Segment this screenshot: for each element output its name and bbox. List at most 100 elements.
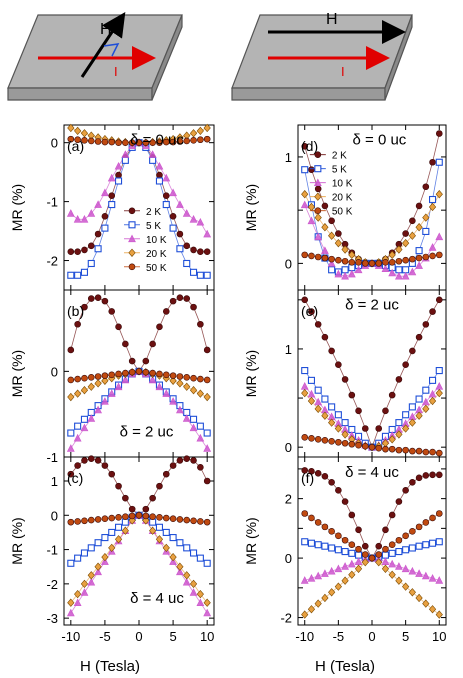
data-point-c-1 [67,559,75,567]
data-point-e-3 [428,396,437,406]
data-point-d-0 [415,202,423,210]
data-point-c-1 [196,554,204,562]
data-point-a-3 [203,123,211,133]
data-point-e-1 [334,411,342,419]
data-point-c-2 [176,567,184,576]
data-point-c-0 [183,455,191,463]
field-label-right: H [326,11,338,28]
data-point-a-2 [203,229,212,238]
data-point-e-1 [341,419,349,427]
data-point-f-4 [382,545,389,553]
y-tick-label-a: -1 [46,195,58,210]
data-point-b-1 [196,422,204,430]
data-point-b-4 [128,368,136,376]
data-point-b-3 [67,392,75,402]
data-point-c-0 [162,470,170,478]
data-point-f-4 [429,514,436,522]
data-point-d-2 [314,232,323,241]
data-point-b-2 [114,382,123,391]
data-point-d-4 [402,256,409,264]
data-point-c-4 [81,517,88,525]
data-point-f-2 [395,562,403,570]
data-point-e-0 [409,347,416,355]
data-point-e-0 [301,296,309,304]
x-tick-label-c: 10 [200,629,214,644]
data-point-a-2 [80,215,89,223]
data-point-e-4 [328,437,335,445]
x-tick-label-c: -10 [61,629,80,644]
data-point-a-0 [67,248,75,255]
data-point-f-3 [328,588,336,597]
data-point-b-3 [176,379,184,388]
data-point-d-4 [409,255,416,263]
data-point-f-0 [314,470,322,477]
data-point-a-3 [67,123,75,133]
data-point-a-4 [122,139,129,146]
y-tick-label-e: 1 [285,342,292,357]
data-point-c-3 [121,526,129,535]
data-point-a-2 [73,215,82,223]
data-point-b-2 [182,414,191,422]
legend-marker-d-1 [314,165,322,173]
data-point-a-0 [203,248,211,255]
data-point-b-0 [156,323,163,331]
data-point-e-3 [415,411,423,420]
data-point-e-4 [348,440,356,448]
data-point-a-4 [101,138,109,146]
data-point-b-4 [169,372,177,379]
data-point-f-2 [401,564,410,573]
data-point-b-2 [189,423,198,432]
data-point-e-0 [308,308,315,315]
data-point-f-3 [395,576,403,585]
data-point-f-4 [368,554,376,562]
data-point-f-0 [415,474,423,482]
data-point-f-3 [348,570,356,579]
data-point-a-0 [169,213,177,220]
data-point-b-0 [101,297,109,305]
y-tick-label-f: -2 [280,611,292,626]
plot-area-d: 1 0 MR (%) (d) δ = 0 uc 2 K 5 K 10 K 20 K 50 K [243,124,447,291]
data-point-c-1 [101,534,109,542]
data-point-e-4 [361,442,369,450]
data-point-e-3 [341,430,349,439]
data-point-d-0 [301,142,309,150]
data-point-d-4 [321,254,329,262]
data-point-e-4 [314,436,322,443]
panel-a: 0 -1 -2 MR (%) (a) δ = 0 uc 2 K 5 K 10 K 20 K 50 K [9,123,215,291]
data-point-f-4 [409,528,416,535]
data-point-f-3 [321,593,329,603]
data-point-e-1 [314,386,322,394]
data-point-d-3 [415,223,423,232]
data-point-b-2 [73,433,82,442]
data-point-c-3 [149,526,157,535]
data-point-f-3 [314,599,322,608]
data-point-e-4 [341,439,349,447]
data-point-f-1 [314,541,322,549]
data-point-a-1 [108,201,116,209]
data-point-e-4 [308,435,315,442]
data-point-a-0 [197,248,204,255]
panel-d: 1 0 MR (%) (d) δ = 0 uc 2 K 5 K 10 K 20 K 50 K [243,124,447,291]
data-point-d-4 [388,259,396,266]
data-point-b-4 [74,375,81,383]
data-point-a-2 [94,200,102,208]
data-point-c-2 [66,608,75,617]
data-point-a-4 [81,137,88,144]
data-point-a-2 [107,173,116,182]
data-point-a-4 [169,138,177,146]
data-point-e-1 [415,395,423,403]
data-point-f-1 [321,542,329,550]
panel-f: -10 -5 0 5 10 2 0 -2 MR (%) (f) δ = 4 uc [243,456,447,644]
data-point-c-0 [149,494,156,502]
data-point-d-2 [428,243,437,251]
data-point-a-1 [196,271,204,279]
data-point-b-0 [176,294,184,302]
data-point-b-2 [148,375,157,384]
data-point-e-0 [422,321,430,328]
data-point-f-0 [355,526,362,534]
data-point-c-0 [190,457,197,464]
data-point-f-2 [341,562,349,570]
panel-title-e: δ = 2 uc [345,297,399,314]
legend-marker-a-2 [128,234,136,243]
data-point-d-2 [408,267,417,276]
